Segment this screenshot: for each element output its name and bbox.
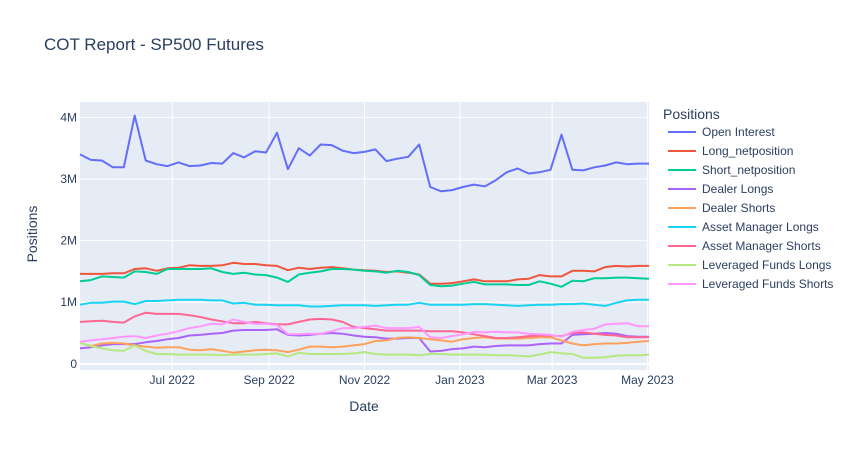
x-tick-label: Jul 2022 xyxy=(150,373,196,387)
y-axis-title: Positions xyxy=(24,206,40,263)
series-line-asset-manager-longs xyxy=(79,298,649,308)
legend-label: Dealer Shorts xyxy=(702,201,775,215)
legend-label: Asset Manager Shorts xyxy=(702,239,821,253)
x-tick-label: Sep 2022 xyxy=(243,373,295,387)
series-line-leveraged-funds-longs xyxy=(79,341,650,359)
legend-item[interactable]: Dealer Longs xyxy=(668,182,773,196)
legend-label: Long_netposition xyxy=(702,144,793,158)
legend-item[interactable]: Leveraged Funds Shorts xyxy=(668,277,833,291)
y-tick-label: 0 xyxy=(70,357,77,371)
legend-item[interactable]: Long_netposition xyxy=(668,144,793,158)
legend-title: Positions xyxy=(663,106,720,122)
chart-title: COT Report - SP500 Futures xyxy=(44,35,264,54)
series-line-dealer-longs xyxy=(79,328,649,353)
legend-item[interactable]: Short_netposition xyxy=(668,163,795,177)
series-line-dealer-shorts xyxy=(79,336,650,354)
legend-label: Open Interest xyxy=(702,125,775,139)
y-tick-label: 3M xyxy=(60,172,77,186)
legend-item[interactable]: Dealer Shorts xyxy=(668,201,775,215)
x-tick-label: Jan 2023 xyxy=(435,373,485,387)
legend-label: Dealer Longs xyxy=(702,182,773,196)
x-tick-label: May 2023 xyxy=(621,373,674,387)
series-lines xyxy=(79,114,650,359)
legend-label: Short_netposition xyxy=(702,163,795,177)
plot-area xyxy=(79,102,650,370)
x-axis-title: Date xyxy=(349,398,379,414)
y-axis-ticks: 0 1M 2M 3M 4M xyxy=(60,110,77,370)
legend-label: Leveraged Funds Shorts xyxy=(702,277,833,291)
series-line-leveraged-funds-shorts xyxy=(79,318,649,343)
legend-item[interactable]: Open Interest xyxy=(668,125,775,139)
legend-label: Leveraged Funds Longs xyxy=(702,258,831,272)
legend-item[interactable]: Asset Manager Shorts xyxy=(668,239,821,253)
series-line-open-interest xyxy=(79,114,649,193)
x-axis-ticks: Jul 2022 Sep 2022 Nov 2022 Jan 2023 Mar 2023… xyxy=(150,373,675,387)
x-tick-label: Mar 2023 xyxy=(527,373,578,387)
x-tick-label: Nov 2022 xyxy=(339,373,391,387)
legend-item[interactable]: Leveraged Funds Longs xyxy=(668,258,831,272)
y-tick-label: 2M xyxy=(60,234,77,248)
legend-items: Open Interest Long_netposition Short_netpo… xyxy=(668,125,833,291)
legend-item[interactable]: Asset Manager Longs xyxy=(668,220,819,234)
y-tick-label: 4M xyxy=(60,110,77,124)
legend: Positions Open Interest Long_netposition S… xyxy=(663,106,833,291)
legend-label: Asset Manager Longs xyxy=(702,220,819,234)
series-line-short-netposition xyxy=(79,267,650,288)
y-tick-label: 1M xyxy=(60,295,77,309)
